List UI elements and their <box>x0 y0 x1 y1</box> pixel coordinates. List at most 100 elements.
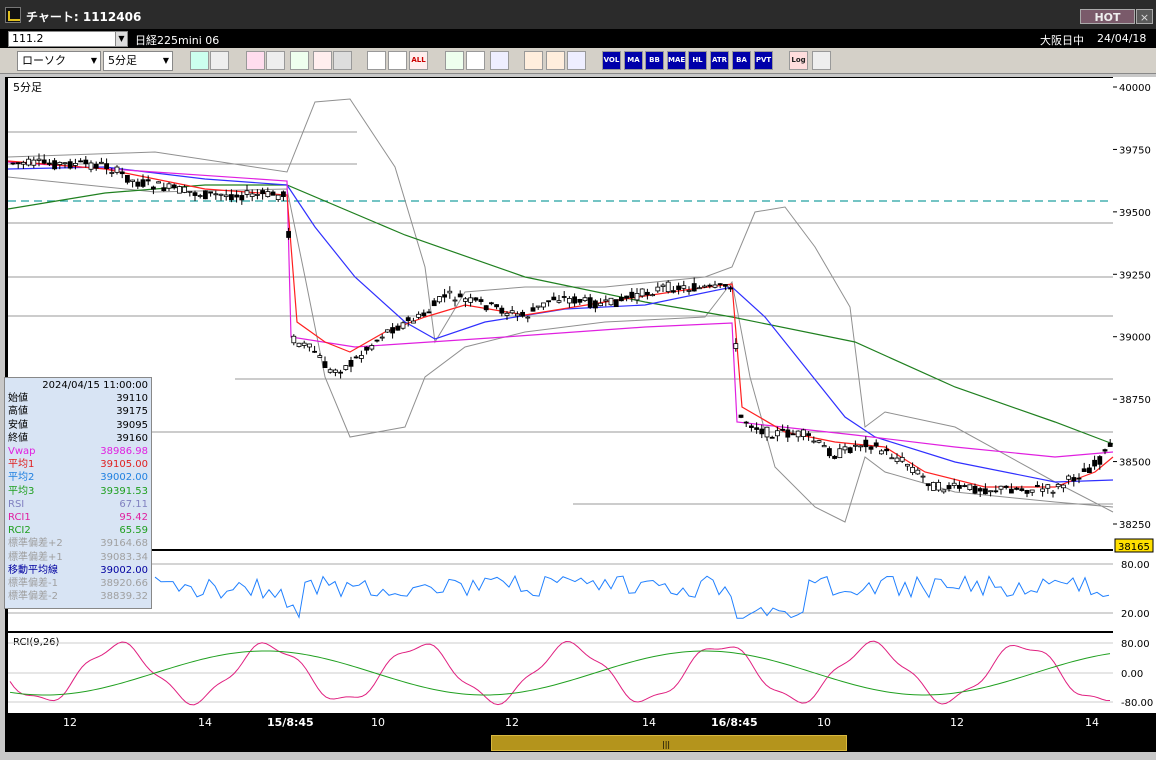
candle <box>717 283 723 286</box>
candle <box>962 485 967 487</box>
candle <box>847 447 853 454</box>
hl-button[interactable]: HL <box>688 51 707 70</box>
period-select[interactable]: 5分足 ▼ <box>103 51 173 71</box>
timeframe-label: 5分足 <box>13 81 42 94</box>
candle <box>239 195 245 201</box>
chart-tool-3-icon[interactable] <box>290 51 309 70</box>
candle <box>322 361 328 369</box>
ba-button[interactable]: BA <box>732 51 751 70</box>
candle <box>977 488 983 492</box>
rsi-tick-label: 80.00 <box>1121 560 1150 571</box>
settings-icon[interactable] <box>524 51 543 70</box>
candle <box>338 371 344 374</box>
layout-icon[interactable] <box>210 51 229 70</box>
info-value: 39083.34 <box>100 551 148 563</box>
brush-icon[interactable] <box>546 51 565 70</box>
candle <box>1019 488 1025 491</box>
chart-tool-2-icon[interactable] <box>266 51 285 70</box>
chart-tool-5-icon[interactable] <box>333 51 352 70</box>
period-value: 5分足 <box>108 54 137 67</box>
info-row: 標準偏差+1 39083.34 <box>8 551 148 564</box>
candle <box>416 313 422 318</box>
candle <box>634 293 640 301</box>
candle <box>202 190 208 200</box>
candle <box>790 433 796 436</box>
info-value: 38986.98 <box>100 446 148 458</box>
info-row: 平均2 39002.00 <box>8 471 148 484</box>
candle <box>749 425 754 428</box>
info-row: 平均3 39391.53 <box>8 485 148 498</box>
info-value: 39110 <box>116 393 148 405</box>
toolbar: ローソク ▼ 5分足 ▼ ALL VOL MA BB MAE HL ATR BA PVT Log <box>0 48 1156 74</box>
candle <box>286 231 292 238</box>
color-icon[interactable] <box>567 51 586 70</box>
log-button[interactable]: Log <box>789 51 808 70</box>
time-tick-label: 10 <box>817 716 831 729</box>
candle <box>1055 483 1061 488</box>
candle <box>608 297 614 306</box>
candle <box>405 317 411 322</box>
candle <box>228 194 234 201</box>
candle <box>171 184 177 189</box>
info-label: 平均2 <box>8 472 35 484</box>
candle <box>395 325 401 331</box>
draw-line-icon[interactable] <box>445 51 464 70</box>
time-tick-label: 16/8:45 <box>711 716 758 729</box>
info-row: 安値 39095 <box>8 419 148 432</box>
info-row: 始値 39110 <box>8 392 148 405</box>
export-icon[interactable] <box>812 51 831 70</box>
scroll-grip-icon: ||| <box>662 740 671 749</box>
candle <box>567 298 572 304</box>
chart-area[interactable]: 5分足 40000 39750 39500 39250 39000 38750 38500 38… <box>5 77 1156 713</box>
arrow-icon[interactable] <box>490 51 509 70</box>
candle <box>936 481 941 491</box>
symbol-dropdown-button[interactable]: ▼ <box>115 31 128 47</box>
candle <box>884 448 889 452</box>
candle-tool-1-icon[interactable] <box>367 51 386 70</box>
info-value: 39095 <box>116 419 148 431</box>
info-value: 65.59 <box>119 525 148 537</box>
time-tick-label: 12 <box>505 716 519 729</box>
info-label: 標準偏差-2 <box>8 591 58 603</box>
price-chart[interactable]: 5分足 40000 39750 39500 39250 39000 38750 38500 38… <box>5 77 1156 713</box>
candle <box>447 290 453 294</box>
mae-button[interactable]: MAE <box>667 51 686 70</box>
price-tick-label: 40000 <box>1119 83 1151 94</box>
candle <box>442 294 448 298</box>
candle <box>624 295 629 299</box>
candle <box>140 179 146 187</box>
candle-tool-2-icon[interactable] <box>388 51 407 70</box>
candle <box>265 191 271 197</box>
info-row: Vwap 38986.98 <box>8 445 148 458</box>
candle <box>312 350 318 353</box>
pvt-button[interactable]: PVT <box>754 51 773 70</box>
candle <box>306 343 312 348</box>
current-price-label: 38165 <box>1118 542 1150 553</box>
candle <box>593 300 598 309</box>
candle <box>993 490 999 493</box>
close-button[interactable]: × <box>1136 9 1153 24</box>
candle <box>78 160 83 163</box>
candle <box>551 296 557 301</box>
all-button[interactable]: ALL <box>409 51 428 70</box>
bb-button[interactable]: BB <box>645 51 664 70</box>
vol-button[interactable]: VOL <box>602 51 621 70</box>
symbol-input[interactable]: 111.2 <box>8 31 116 47</box>
chart-type-select[interactable]: ローソク ▼ <box>17 51 101 71</box>
symbol-name: 日経225mini 06 <box>135 34 220 47</box>
chart-tool-1-icon[interactable] <box>246 51 265 70</box>
atr-button[interactable]: ATR <box>710 51 729 70</box>
chart-scrollbar[interactable]: ||| <box>5 734 1156 752</box>
candle <box>145 179 151 182</box>
rci2-line <box>9 650 1111 696</box>
info-label: RSI <box>8 498 25 510</box>
zoom-icon[interactable] <box>190 51 209 70</box>
cursor-icon[interactable] <box>466 51 485 70</box>
ma-button[interactable]: MA <box>624 51 643 70</box>
scroll-thumb[interactable]: ||| <box>491 735 847 751</box>
chart-tool-4-icon[interactable] <box>313 51 332 70</box>
info-label: 安値 <box>8 419 28 431</box>
candle <box>509 310 515 314</box>
hot-button[interactable]: HOT <box>1080 9 1135 24</box>
candle <box>353 356 359 359</box>
